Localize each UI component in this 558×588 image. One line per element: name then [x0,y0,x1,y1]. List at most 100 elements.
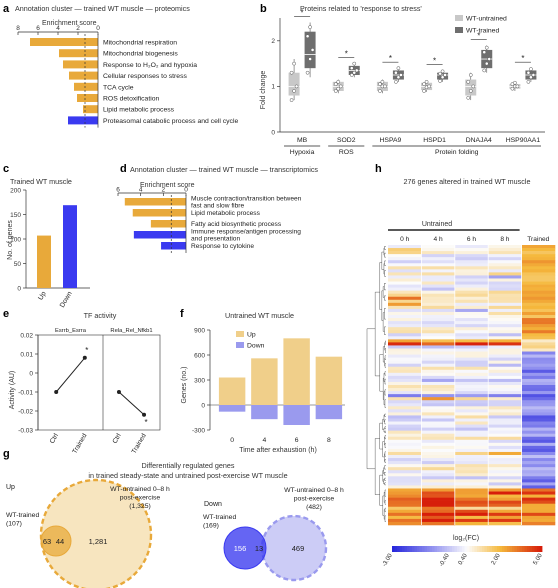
panel-h-heat-cell [521,424,556,428]
panel-h-heat-cell [521,400,556,404]
panel-h-heat-cell [488,482,522,486]
panel-b-ylabel: Fold change [260,71,267,110]
panel-c-ytick-label: 50 [14,261,22,268]
panel-h-heat-cell [521,284,556,288]
panel-g-down-set-a-label: WT-trained [203,514,236,521]
panel-h-heat-cell [388,369,422,374]
panel-d-category-label: Fatty acid biosynthetic process [191,221,282,228]
panel-h-heat-cell [521,363,556,368]
panel-h-heat-cell [388,345,422,349]
panel-b-box-trained-point [487,57,492,61]
panel-h-heat-cell [388,494,422,498]
panel-f: Untrained WT muscle Genes (no.) Time aft… [181,311,345,454]
panel-h-heat-cell [421,455,456,459]
panel-h-heat-cell [521,409,556,413]
panel-g-title-line1: Differentially regulated genes [142,461,235,470]
panel-h-heat-cell [521,448,556,453]
panel-h-heat-cell [521,245,556,249]
panel-h-heat-cell [488,518,522,523]
panel-h-heat-cell [488,263,522,267]
panel-h-column-label: 0 h [400,236,409,243]
panel-h-heat-cell [388,503,422,508]
panel-h-heat-cell [454,494,489,498]
panel-h-heat-cell [388,509,422,514]
panel-h-heat-cell [421,485,456,489]
panel-h-heat-cell [521,351,556,355]
panel-g-up-set-b-label: post-exercise [120,495,161,502]
panel-h-heat-cell [388,512,422,517]
panel-h-heat-cell [388,485,422,489]
panel-h-heat-cell [488,461,522,465]
panel-h-heat-cell [388,458,422,462]
panel-h-colorbar-cell [524,546,528,552]
panel-h-colorbar-cell [489,546,493,552]
panel-h-heat-cell [421,512,456,517]
panel-h-heat-cell [388,348,422,352]
panel-h-heat-cell [421,324,456,328]
panel-h-colorbar-cell [437,546,440,552]
panel-e-title: TF activity [84,311,117,320]
panel-h-heat-cell [488,515,522,520]
panel-h-heat-cell [521,515,556,520]
panel-h-heat-cell [388,311,422,316]
panel-h-heat-cell [521,473,556,477]
panel-e-point [116,390,121,394]
panel-h-column-label: 8 h [500,236,509,243]
panel-h-heat-cell [421,518,456,523]
panel-b-box-untrained-point [292,61,296,66]
panel-h-heat-cell [521,397,556,401]
panel-b-significance-mark: * [301,9,304,18]
panel-b-box-untrained-point [510,86,515,91]
panel-h-heat-cell [488,354,522,358]
panel-b-legend-trained-swatch [455,27,463,33]
panel-h-heat-cell [454,418,489,422]
panel-h-heat-cell [421,254,456,258]
panel-h-heat-cell [421,488,456,492]
panel-h-heat-cell [388,461,422,465]
panel-g-up-set-b-label: WT-untrained 0–8 h [110,486,170,493]
panel-d-bar [124,198,186,206]
panel-h-colorbar-cell [429,546,433,552]
panel-c-bar [37,235,51,288]
panel-b-box-trained [304,31,316,69]
panel-h-heat-cell [388,467,422,471]
panel-h-heat-cell [488,269,522,273]
panel-f-bar-up [315,356,343,405]
panel-d-xlabel: Enrichment score [140,182,195,189]
panel-g-down-set-b-label: (482) [306,504,322,511]
panel-h-heat-cell [521,430,556,434]
panel-f-xlabel: Time after exhaustion (h) [239,447,317,454]
panel-h-heat-cell [388,427,422,431]
panel-h-heat-cell [454,397,489,401]
panel-h-heat-cell [454,442,489,447]
panel-h-heat-cell [421,491,456,495]
panel-h-heat-cell [521,391,556,395]
panel-h-heat-cell [388,479,422,483]
panel-a-bar [77,94,98,102]
panel-h-heat-cell [521,308,556,313]
panel-h-heat-cell [521,275,556,279]
panel-h-heat-cell [454,278,489,282]
panel-b-box-trained-point [349,66,354,71]
panel-letter-h: h [375,163,382,175]
panel-h-heat-cell [421,418,456,422]
panel-b-box-trained-point [394,79,398,84]
panel-h-heat-cell [388,272,422,276]
panel-h-heat-cell [521,254,556,258]
panel-c-ylabel: No. of genes [7,220,14,260]
panel-h-heat-cell [488,251,522,255]
panel-a-xtick-label: 4 [56,25,60,32]
panel-b-box-trained-point [438,79,442,83]
panel-h-heat-cell [388,302,422,307]
panel-b-significance-mark: * [433,56,436,65]
panel-b-box-untrained-point [289,98,294,102]
panel-h-heat-cell [488,372,522,377]
panel-d-title: Annotation cluster — trained WT muscle —… [130,165,318,174]
panel-h-colorbar-cell [447,546,450,552]
panel-h-heat-cell [388,293,422,298]
panel-h-colorbar-cell [449,546,453,552]
panel-h-colorbar-cell [494,546,498,552]
panel-h-heat-cell [521,506,556,511]
panel-h-heat-cell [454,500,489,504]
panel-h-heat-cell [454,388,489,392]
